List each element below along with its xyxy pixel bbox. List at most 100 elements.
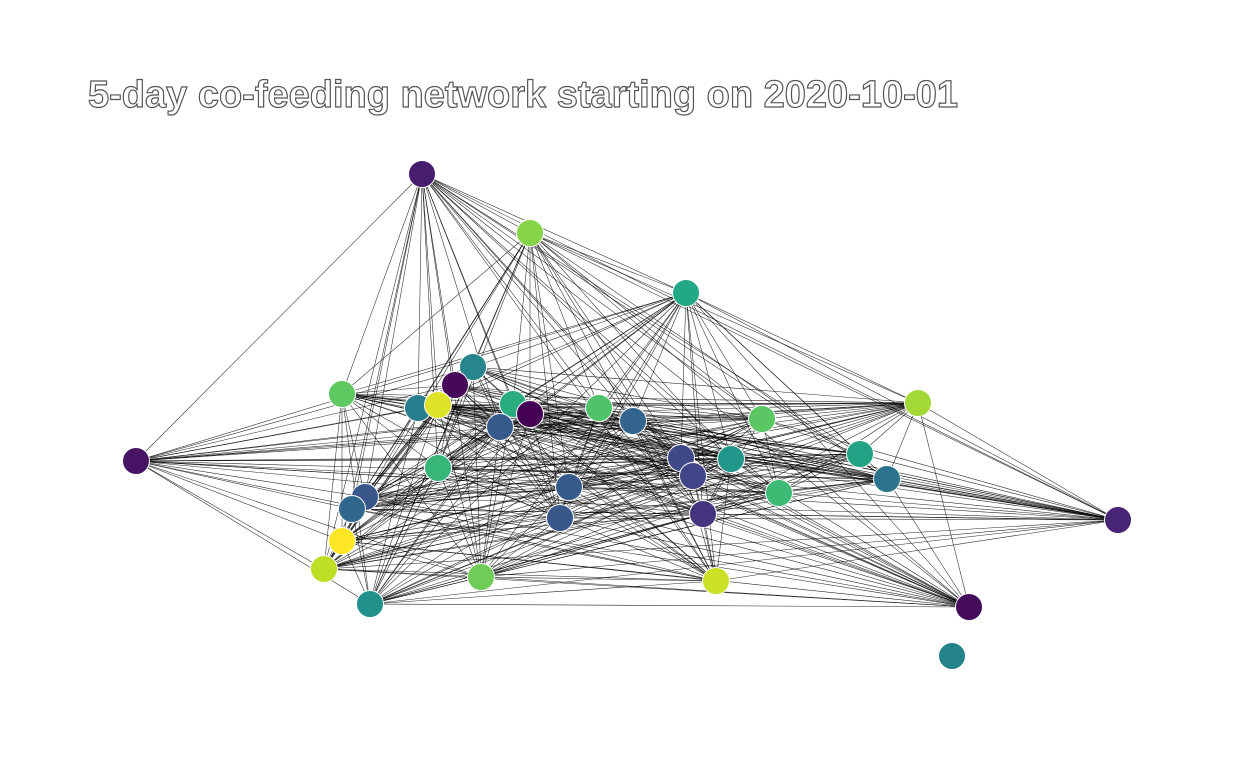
edge	[437, 453, 861, 469]
edge	[529, 232, 561, 519]
edge	[135, 460, 325, 570]
edge	[351, 508, 970, 608]
edge	[529, 232, 732, 460]
edge	[135, 173, 423, 462]
graph-node	[717, 445, 745, 473]
edge	[437, 407, 600, 469]
edge	[369, 603, 970, 608]
edge	[480, 513, 704, 578]
edge	[437, 292, 687, 406]
edge	[859, 453, 1119, 521]
edge	[341, 393, 970, 608]
graph-node	[338, 495, 366, 523]
edge-layer	[135, 173, 1119, 608]
edge	[369, 513, 704, 605]
graph-node	[689, 500, 717, 528]
edge	[369, 486, 570, 605]
edge	[364, 457, 682, 498]
graph-node	[555, 473, 583, 501]
edge	[529, 232, 919, 404]
edge	[341, 173, 423, 542]
edge	[559, 478, 888, 519]
graph-node	[672, 279, 700, 307]
graph-node	[441, 371, 469, 399]
edge	[437, 384, 456, 469]
graph-node	[765, 479, 793, 507]
edge	[512, 403, 704, 515]
edge	[529, 232, 570, 488]
edge	[480, 576, 717, 582]
edge	[341, 232, 531, 395]
edge	[369, 519, 1119, 605]
edge	[323, 418, 763, 570]
edge	[632, 420, 717, 582]
edge	[632, 418, 763, 422]
graph-node	[873, 465, 901, 493]
edge	[702, 513, 970, 608]
edge	[364, 486, 570, 498]
edge	[472, 366, 694, 477]
graph-node	[328, 527, 356, 555]
edge	[341, 384, 456, 395]
edge	[598, 407, 717, 582]
edge	[323, 568, 717, 582]
edge	[351, 508, 371, 605]
graph-node	[679, 462, 707, 490]
edge	[351, 173, 423, 510]
edge	[437, 402, 919, 469]
graph-node	[486, 413, 514, 441]
edge	[323, 402, 919, 570]
edge	[715, 458, 732, 582]
edge	[529, 232, 763, 420]
graph-node	[585, 394, 613, 422]
edge	[369, 413, 531, 605]
edge	[559, 513, 704, 519]
edge	[568, 486, 780, 494]
graph-node	[702, 567, 730, 595]
edge	[472, 366, 482, 578]
edge	[529, 413, 561, 519]
edge	[437, 413, 531, 469]
edge	[778, 492, 1119, 521]
edge	[351, 232, 531, 510]
edge	[364, 478, 888, 498]
graph-node	[328, 380, 356, 408]
edge	[364, 496, 561, 519]
edge	[715, 519, 1119, 582]
edge	[351, 458, 732, 510]
edge	[680, 457, 1119, 521]
edge	[421, 173, 780, 494]
edge	[529, 232, 888, 480]
edge	[323, 457, 682, 570]
edge	[351, 508, 717, 582]
edge	[421, 173, 687, 294]
edge	[685, 292, 732, 460]
edge	[568, 486, 970, 608]
edge	[341, 517, 561, 542]
edge	[454, 384, 561, 519]
edge	[369, 458, 732, 605]
edge	[632, 420, 861, 455]
edge	[421, 173, 501, 428]
edge	[685, 292, 717, 582]
edge	[917, 402, 970, 608]
edge	[529, 232, 717, 582]
edge	[135, 460, 343, 542]
edge	[761, 418, 1119, 521]
edge	[598, 292, 687, 409]
edge	[135, 460, 780, 494]
edge	[421, 173, 600, 409]
edge	[364, 496, 1119, 521]
edge	[417, 173, 423, 409]
edge	[568, 453, 861, 488]
edge	[632, 292, 687, 422]
edge	[472, 292, 687, 368]
edge	[135, 366, 474, 462]
edge	[351, 486, 570, 510]
edge	[529, 413, 780, 494]
edge	[529, 413, 861, 455]
edge	[421, 173, 861, 455]
edge	[421, 173, 694, 477]
edge	[529, 413, 717, 582]
